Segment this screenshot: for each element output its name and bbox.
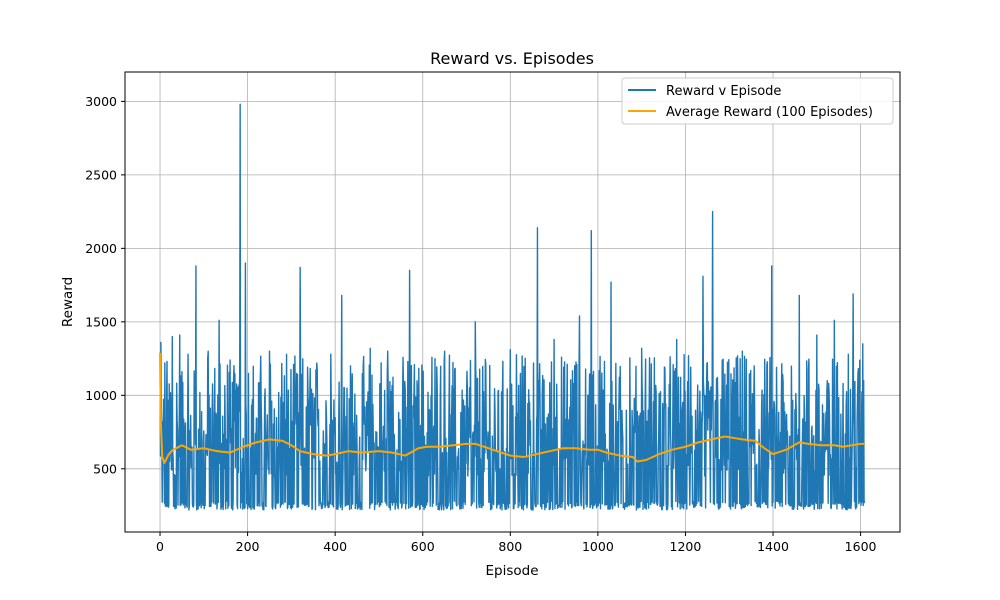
y-axis-title: Reward: [60, 277, 76, 327]
series-line-average: [159, 352, 865, 464]
x-tick-label: 400: [323, 539, 347, 554]
legend: Reward v Episode Average Reward (100 Epi…: [621, 77, 894, 125]
legend-label-reward: Reward v Episode: [666, 84, 781, 99]
legend-label-average: Average Reward (100 Episodes): [666, 105, 873, 120]
x-tick-label: 0: [156, 539, 164, 554]
series-line-reward: [159, 103, 866, 511]
y-tick-label: 1500: [85, 314, 117, 329]
plot-frame: [124, 71, 901, 533]
chart-title: Reward vs. Episodes: [430, 49, 594, 68]
x-tick-label: 1000: [582, 539, 614, 554]
tick-layer: 0 200 400 600 800 1000 1200 1400 1600 500 1000 1500…: [85, 94, 876, 554]
y-tick-label: 1000: [85, 388, 117, 403]
y-tick-label: 2000: [85, 241, 117, 256]
x-tick-label: 200: [236, 539, 260, 554]
x-axis-title: Episode: [485, 563, 538, 579]
legend-box: [621, 77, 894, 125]
x-tick-label: 1400: [757, 539, 789, 554]
y-tick-label: 2500: [85, 167, 117, 182]
x-tick-label: 1600: [845, 539, 877, 554]
x-tick-label: 600: [411, 539, 435, 554]
y-tick-label: 500: [93, 461, 117, 476]
x-tick-label: 800: [498, 539, 522, 554]
series-layer: [159, 103, 866, 511]
y-tick-label: 3000: [85, 94, 117, 109]
x-tick-label: 1200: [670, 539, 702, 554]
